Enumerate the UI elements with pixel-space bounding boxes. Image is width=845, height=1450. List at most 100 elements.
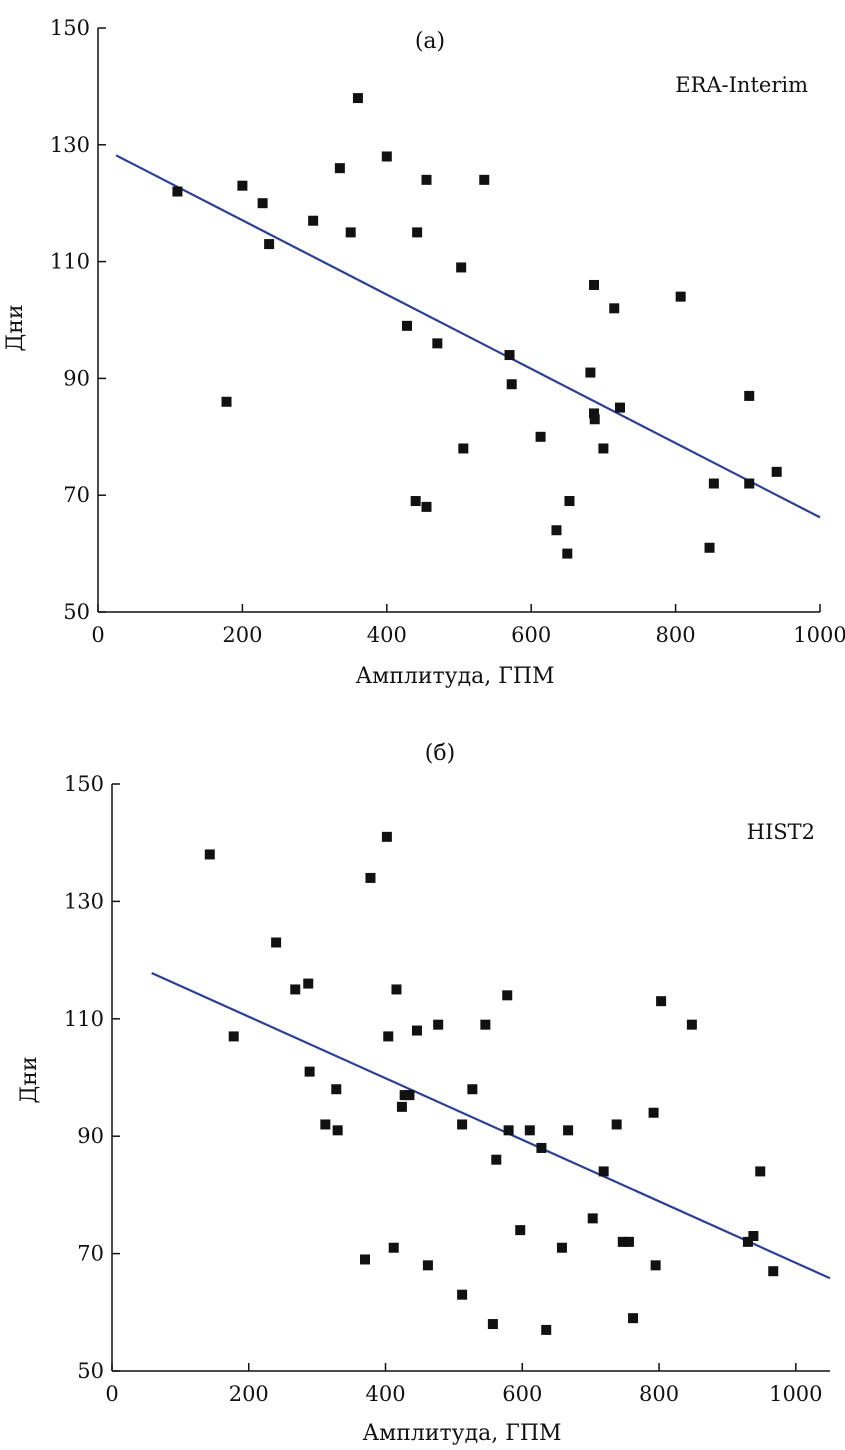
panel-a-data-point [506,379,517,390]
panel-a-data-point [402,320,413,331]
panel-a-data-point [334,163,345,174]
panel-a-x-tick-label: 0 [91,623,104,647]
panel-a-data-point [432,338,443,349]
panel-a-data-point [589,408,600,419]
panel-b-data-point [650,1260,661,1271]
panel-b-data-point [404,1090,415,1101]
panel-a-data-point [589,279,600,290]
panel-b-x-tick-label: 600 [502,1382,542,1406]
panel-b-data-point [563,1125,574,1136]
panel-b-data-point [536,1142,547,1153]
panel-a-data-point [264,239,275,250]
panel-b-data-point [360,1254,371,1265]
panel-b-y-tick-label: 50 [77,1359,104,1383]
panel-a-data-point [237,180,248,191]
panel-b-y-tick-label: 70 [77,1242,104,1266]
panel-b-data-point [388,1242,399,1253]
panel-a-data-point [479,174,490,185]
panel-a-y-tick-label: 50 [63,600,90,624]
panel-a-data-point [257,198,268,209]
panel-a-x-tick-label: 400 [367,623,407,647]
panel-a-data-point [564,496,575,507]
panel-b-x-tick-label: 800 [639,1382,679,1406]
panel-a-label: (а) [415,29,445,54]
panel-a-y-tick-label: 90 [63,366,90,390]
panel-b-scatter-chart: (б) HIST2 Амплитуда, ГПМ Дни 50 70 90 110 13… [17,741,831,1446]
panel-b-data-point [396,1101,407,1112]
panel-b-data-point [541,1324,552,1335]
panel-b-data-point [467,1084,478,1095]
panel-b-data-point [623,1236,634,1247]
panel-a-data-point [744,390,755,401]
panel-b-data-point [487,1319,498,1330]
panel-a-data-point [744,478,755,489]
panel-b-data-point [383,1031,394,1042]
panel-b-data-point [457,1119,468,1130]
panel-b-data-point [332,1125,343,1136]
panel-a-data-point [708,478,719,489]
panel-b-x-axis-label: Амплитуда, ГПМ [362,1421,561,1446]
panel-b-y-tick-label: 110 [64,1007,104,1031]
panel-b-data-point [598,1166,609,1177]
panel-a-y-axis-label: Дни [3,304,28,351]
panel-a-data-point [771,466,782,477]
panel-b-data-point [365,872,376,883]
panel-b-data-point [502,990,513,1001]
panel-a-data-point [352,93,363,104]
panel-a-data-point [562,548,573,559]
panel-a-x-tick-label: 200 [222,623,262,647]
panel-b-data-point [304,1066,315,1077]
panel-a-data-point [421,174,432,185]
panel-a-y-tick-label: 130 [50,133,90,157]
panel-b-y-axis-label: Дни [17,1056,42,1103]
panel-b-data-point [320,1119,331,1130]
panel-b-dataset-label: HIST2 [747,820,815,844]
panel-b-data-point [768,1266,779,1277]
panel-b-data-point [381,831,392,842]
panel-a-data-point [675,291,686,302]
panel-b-data-point [331,1084,342,1095]
panel-b-data-point [648,1107,659,1118]
panel-a-data-point [535,431,546,442]
panel-b-data-point [457,1289,468,1300]
panel-b-y-tick-label: 130 [64,889,104,913]
panel-b-data-point [271,937,282,948]
panel-a-data-point [551,525,562,536]
panel-b-trend-line [151,972,831,1280]
panel-a-data-point [345,227,356,238]
panel-b-data-point [391,984,402,995]
panel-a-data-point [456,262,467,273]
panel-a-data-point [609,303,620,314]
panel-a-x-tick-label: 800 [656,623,696,647]
panel-a-data-point [172,186,183,197]
panel-b-data-point [742,1236,753,1247]
panel-b-data-point [433,1019,444,1030]
panel-a-y-tick-label: 110 [50,250,90,274]
panel-a-data-point [381,151,392,162]
panel-a-data-point [598,443,609,454]
panel-b-data-point [422,1260,433,1271]
panel-a-data-point [704,542,715,553]
panel-b-y-tick-label: 150 [64,772,104,796]
panel-a-data-point [585,367,596,378]
panel-b-data-point [748,1230,759,1241]
panel-b-x-tick-label: 400 [365,1382,405,1406]
panel-a-trend-line [115,154,821,519]
panel-a-data-point [589,414,600,425]
panel-b-data-point [617,1236,628,1247]
panel-b-data-point [656,996,667,1007]
panel-a-data-point [221,396,232,407]
panel-b-data-point [686,1019,697,1030]
panel-a-data-point [615,402,626,413]
panel-b-data-point [411,1025,422,1036]
panel-a-data-point [504,350,515,361]
panel-b-data-point [524,1125,535,1136]
panel-b-x-tick-label: 1000 [769,1382,822,1406]
panel-a-dataset-label: ERA-Interim [675,73,808,97]
panel-b-x-tick-label: 0 [105,1382,118,1406]
panel-a-y-tick-label: 70 [63,483,90,507]
panel-a-x-axis-label: Амплитуда, ГПМ [355,664,554,689]
panel-a-scatter-chart: (а) ERA-Interim Амплитуда, ГПМ Дни 50 70 9… [3,16,845,689]
panel-b-data-point [587,1213,598,1224]
